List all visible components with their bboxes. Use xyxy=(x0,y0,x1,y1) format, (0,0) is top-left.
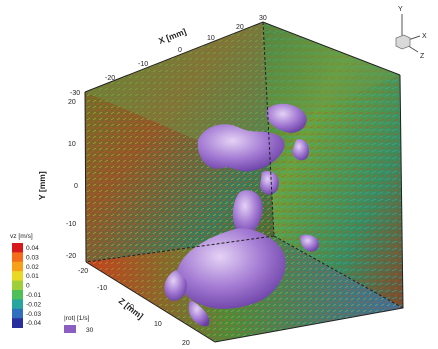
colorbar-swatch xyxy=(12,308,23,319)
colorbar-swatch xyxy=(12,271,23,281)
colorbar-legend: vz [m/s] 0.04 0.03 0.02 0.01 0 -0.01 -0.02 -0.0… xyxy=(10,233,41,328)
colorbar-tick-label: 0 xyxy=(26,283,30,290)
x-axis-title: X [mm] xyxy=(157,26,188,46)
bounding-box-edges xyxy=(84,21,404,343)
x-tick-label: 10 xyxy=(207,35,215,42)
z-tick-label: 10 xyxy=(154,321,162,328)
y-tick-label: 10 xyxy=(68,141,76,148)
triad-label-x: X xyxy=(422,33,427,40)
x-tick-label: -10 xyxy=(138,61,148,68)
colorbar-tick-label: 0.02 xyxy=(26,264,39,271)
colorbar-swatch xyxy=(12,318,23,328)
isosurface-color-swatch xyxy=(64,325,76,333)
y-tick-label: -20 xyxy=(66,253,76,260)
colorbar-tick-label: -0.01 xyxy=(26,292,41,299)
x-tick-label: 20 xyxy=(236,24,244,31)
isosurface-legend-value: 30 xyxy=(86,327,94,334)
colorbar-swatch xyxy=(12,299,23,310)
colorbar-title: vz [m/s] xyxy=(10,233,33,240)
colorbar-swatch xyxy=(12,243,23,253)
colorbar-tick-label: 0.01 xyxy=(26,273,39,280)
x-tick-label: 0 xyxy=(178,47,182,54)
y-tick-label: 0 xyxy=(74,183,78,190)
colorbar-tick-label: -0.04 xyxy=(26,320,41,327)
colorbar-tick-label: -0.03 xyxy=(26,311,41,318)
colorbar-swatch xyxy=(12,280,23,291)
orientation-triad: Y X Z xyxy=(395,6,427,60)
triad-label-y: Y xyxy=(398,6,403,13)
vorticity-isosurface xyxy=(164,103,319,327)
colorbar-swatch xyxy=(12,290,23,300)
colorbar-tick-label: 0.03 xyxy=(26,254,39,261)
x-tick-label: 30 xyxy=(259,15,267,22)
top-face-vector-field xyxy=(85,22,400,150)
z-tick-label: -10 xyxy=(97,285,107,292)
y-tick-label: 20 xyxy=(68,99,76,106)
x-tick-label: -30 xyxy=(70,90,80,97)
z-tick-label: 0 xyxy=(130,304,134,311)
isosurface-legend-title: |rot| [1/s] xyxy=(64,315,90,322)
isosurface-legend: |rot| [1/s] 30 xyxy=(64,315,94,334)
x-tick-label: -20 xyxy=(105,75,115,82)
z-tick-label: -20 xyxy=(78,268,88,275)
z-tick-label: 20 xyxy=(182,340,190,347)
y-axis-title: Y [mm] xyxy=(37,171,47,200)
y-tick-label: -10 xyxy=(66,221,76,228)
colorbar-swatch xyxy=(12,252,23,263)
colorbar-tick-label: -0.02 xyxy=(26,301,41,308)
y-axis: Y [mm] 20 10 0 -10 -20 xyxy=(37,99,78,260)
triad-label-z: Z xyxy=(420,53,425,60)
colorbar-tick-label: 0.04 xyxy=(26,245,39,252)
colorbar-swatch xyxy=(12,261,23,272)
